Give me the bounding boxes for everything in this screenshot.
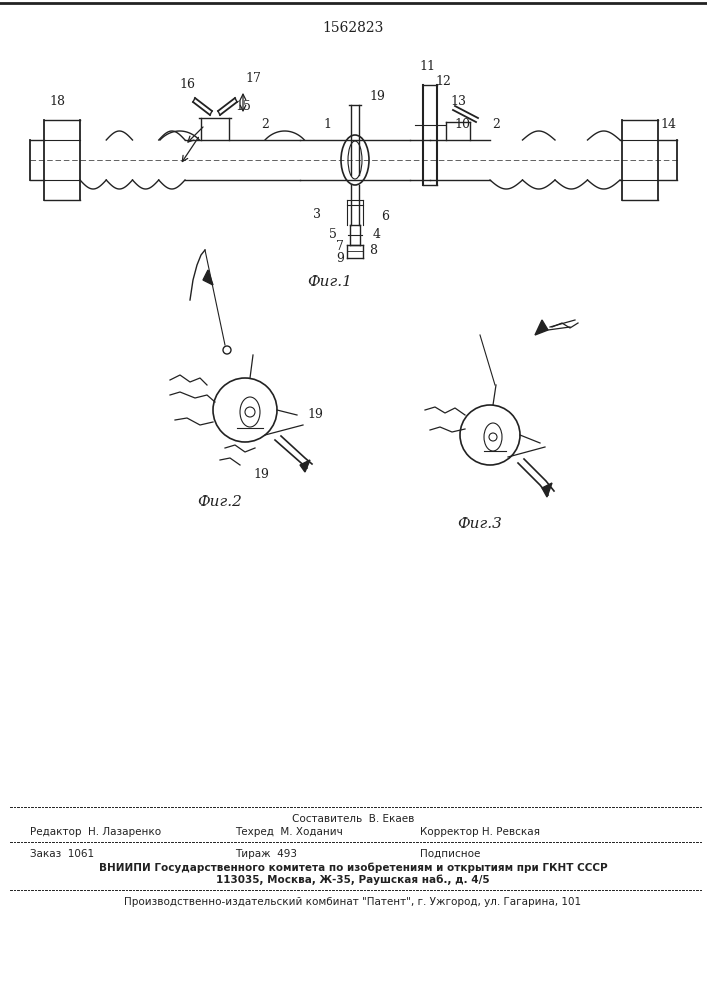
Text: 11: 11 bbox=[419, 60, 435, 73]
Text: Фиг.3: Фиг.3 bbox=[457, 517, 503, 531]
Text: Составитель  В. Екаев: Составитель В. Екаев bbox=[292, 814, 414, 824]
Text: 19: 19 bbox=[369, 90, 385, 103]
Text: 5: 5 bbox=[329, 228, 337, 241]
Text: 17: 17 bbox=[245, 72, 261, 85]
Text: 19: 19 bbox=[307, 408, 323, 421]
Text: 10: 10 bbox=[454, 118, 470, 131]
Text: 8: 8 bbox=[369, 244, 377, 257]
Text: Техред  М. Ходанич: Техред М. Ходанич bbox=[235, 827, 343, 837]
Polygon shape bbox=[203, 270, 213, 285]
Text: 14: 14 bbox=[660, 118, 676, 131]
Text: Фиг.2: Фиг.2 bbox=[197, 495, 243, 509]
Text: Редактор  Н. Лазаренко: Редактор Н. Лазаренко bbox=[30, 827, 161, 837]
Text: 18: 18 bbox=[49, 95, 65, 108]
Text: Корректор Н. Ревская: Корректор Н. Ревская bbox=[420, 827, 540, 837]
Text: 12: 12 bbox=[435, 75, 451, 88]
Text: 1: 1 bbox=[323, 118, 331, 131]
Text: Заказ  1061: Заказ 1061 bbox=[30, 849, 94, 859]
Text: Подписное: Подписное bbox=[420, 849, 480, 859]
Text: 7: 7 bbox=[336, 240, 344, 253]
Text: 2: 2 bbox=[261, 118, 269, 131]
Text: 16: 16 bbox=[179, 78, 195, 91]
Text: Тираж  493: Тираж 493 bbox=[235, 849, 297, 859]
Text: 4: 4 bbox=[373, 228, 381, 241]
Text: Фиг.1: Фиг.1 bbox=[308, 275, 352, 289]
Text: ВНИИПИ Государственного комитета по изобретениям и открытиям при ГКНТ СССР: ВНИИПИ Государственного комитета по изоб… bbox=[99, 863, 607, 873]
Text: 9: 9 bbox=[336, 252, 344, 265]
Text: 19: 19 bbox=[253, 468, 269, 481]
Text: 2: 2 bbox=[492, 118, 500, 131]
Polygon shape bbox=[535, 320, 548, 335]
Text: 113035, Москва, Ж-35, Раушская наб., д. 4/5: 113035, Москва, Ж-35, Раушская наб., д. … bbox=[216, 875, 490, 885]
Text: 3: 3 bbox=[313, 208, 321, 221]
Text: 13: 13 bbox=[450, 95, 466, 108]
Text: 6: 6 bbox=[381, 210, 389, 223]
Text: Производственно-издательский комбинат "Патент", г. Ужгород, ул. Гагарина, 101: Производственно-издательский комбинат "П… bbox=[124, 897, 582, 907]
Text: 15: 15 bbox=[235, 100, 251, 113]
Polygon shape bbox=[542, 483, 552, 497]
Polygon shape bbox=[300, 460, 310, 472]
Text: 1562823: 1562823 bbox=[322, 21, 384, 35]
